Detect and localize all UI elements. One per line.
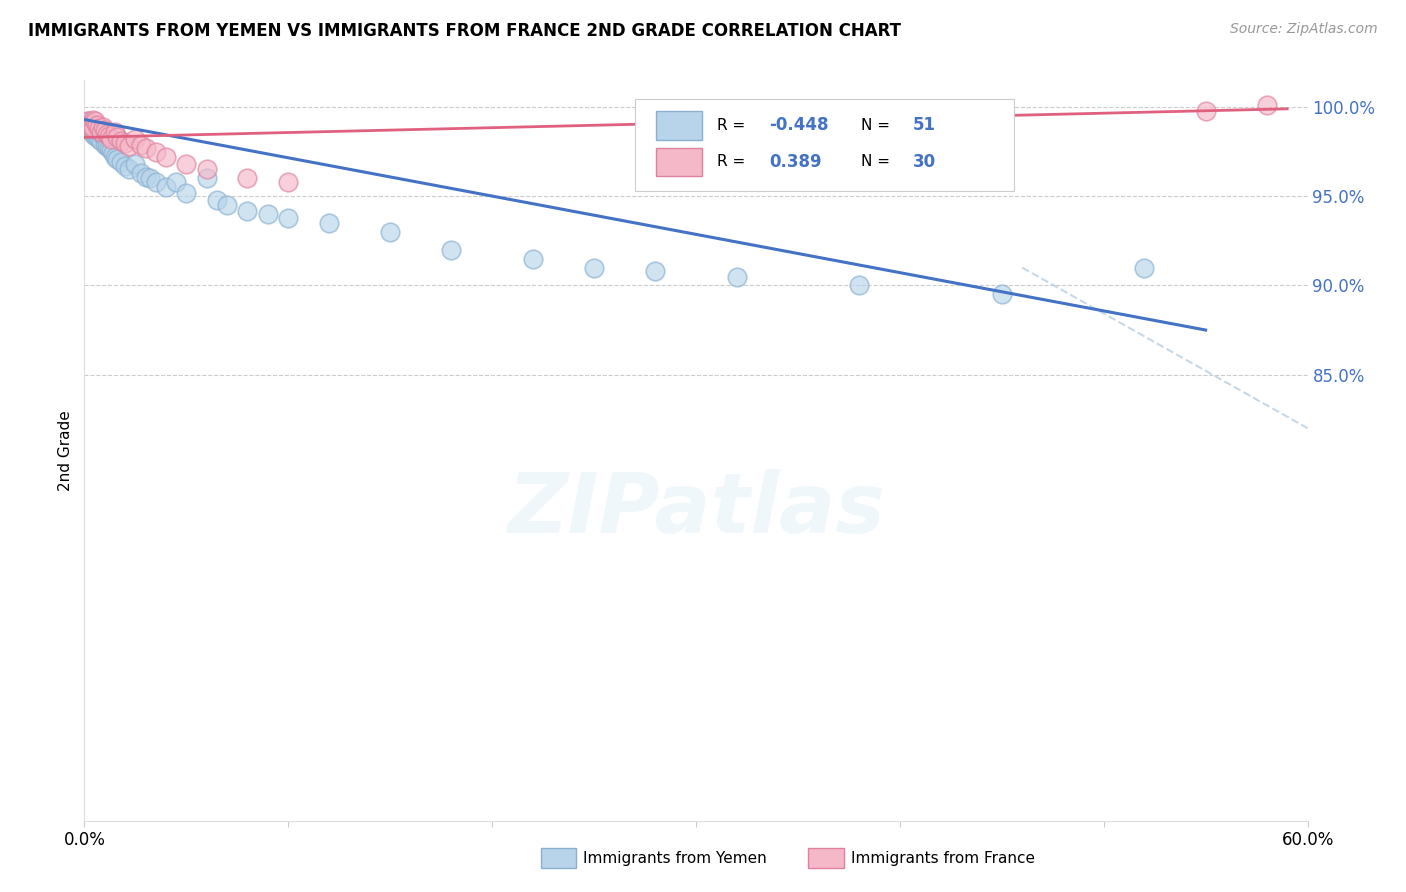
Point xyxy=(100,132,122,146)
FancyBboxPatch shape xyxy=(636,99,1014,191)
Point xyxy=(77,114,100,128)
Text: IMMIGRANTS FROM YEMEN VS IMMIGRANTS FROM FRANCE 2ND GRADE CORRELATION CHART: IMMIGRANTS FROM YEMEN VS IMMIGRANTS FROM… xyxy=(28,22,901,40)
Point xyxy=(205,193,228,207)
Point xyxy=(82,121,104,136)
Point xyxy=(91,120,114,134)
Point xyxy=(90,125,112,139)
Text: -0.448: -0.448 xyxy=(769,117,830,135)
Text: N =: N = xyxy=(860,154,896,169)
Text: 0.389: 0.389 xyxy=(769,153,823,170)
Point xyxy=(82,118,104,132)
Text: Immigrants from France: Immigrants from France xyxy=(851,852,1035,866)
Point xyxy=(277,211,299,225)
Point xyxy=(77,114,100,128)
Point xyxy=(104,150,127,164)
Point xyxy=(1256,98,1278,112)
Point xyxy=(145,145,167,159)
Point xyxy=(104,125,127,139)
Point xyxy=(174,157,197,171)
Point xyxy=(87,132,110,146)
Point xyxy=(145,175,167,189)
Point xyxy=(91,128,114,143)
Point xyxy=(135,169,157,184)
Point xyxy=(138,171,160,186)
Point xyxy=(380,225,402,239)
Point xyxy=(90,134,112,148)
Point xyxy=(440,243,463,257)
Point xyxy=(195,162,218,177)
Text: Source: ZipAtlas.com: Source: ZipAtlas.com xyxy=(1230,22,1378,37)
Point xyxy=(131,166,153,180)
Point xyxy=(110,155,132,169)
Point xyxy=(86,123,108,137)
Point xyxy=(87,121,110,136)
Point xyxy=(100,143,122,157)
Point xyxy=(583,260,606,275)
Point xyxy=(79,123,101,137)
Point xyxy=(118,162,141,177)
Text: N =: N = xyxy=(860,118,896,133)
Point xyxy=(101,146,124,161)
Point xyxy=(75,118,97,132)
Point xyxy=(105,130,128,145)
Point xyxy=(277,175,299,189)
Y-axis label: 2nd Grade: 2nd Grade xyxy=(58,410,73,491)
Point xyxy=(79,118,101,132)
Point xyxy=(86,118,108,132)
Text: ZIPatlas: ZIPatlas xyxy=(508,469,884,550)
Point xyxy=(257,207,280,221)
Point xyxy=(522,252,544,266)
Point xyxy=(97,128,120,143)
Point xyxy=(114,159,136,173)
FancyBboxPatch shape xyxy=(655,148,702,176)
Point xyxy=(124,132,146,146)
Point xyxy=(93,123,115,137)
Point xyxy=(114,136,136,150)
Point xyxy=(1195,103,1218,118)
Point xyxy=(79,116,101,130)
Point xyxy=(195,171,218,186)
Point xyxy=(217,198,239,212)
Point xyxy=(93,137,115,152)
Point xyxy=(77,121,100,136)
Point xyxy=(86,130,108,145)
Point xyxy=(82,127,104,141)
Point xyxy=(90,127,112,141)
Point xyxy=(174,186,197,200)
Point xyxy=(83,128,105,143)
Point xyxy=(725,269,748,284)
Text: Immigrants from Yemen: Immigrants from Yemen xyxy=(583,852,768,866)
Point xyxy=(96,139,118,153)
Point xyxy=(236,171,259,186)
Point xyxy=(87,125,110,139)
Point xyxy=(96,127,118,141)
Point xyxy=(83,114,105,128)
Point xyxy=(131,137,153,152)
Point xyxy=(155,180,177,194)
Text: R =: R = xyxy=(717,154,749,169)
Point xyxy=(75,118,97,132)
Point xyxy=(155,150,177,164)
Point xyxy=(118,139,141,153)
Point xyxy=(135,141,157,155)
Point xyxy=(318,216,340,230)
Point xyxy=(236,203,259,218)
Point xyxy=(644,264,666,278)
Text: R =: R = xyxy=(717,118,749,133)
Point xyxy=(991,287,1014,301)
Point xyxy=(93,130,115,145)
Point xyxy=(97,141,120,155)
Point xyxy=(83,120,105,134)
Text: 51: 51 xyxy=(912,117,935,135)
Point xyxy=(124,157,146,171)
Point xyxy=(1133,260,1156,275)
Text: 30: 30 xyxy=(912,153,935,170)
Point xyxy=(105,152,128,166)
Point xyxy=(848,278,870,293)
Point xyxy=(165,175,187,189)
Point xyxy=(110,134,132,148)
Point xyxy=(82,112,104,127)
FancyBboxPatch shape xyxy=(655,112,702,139)
